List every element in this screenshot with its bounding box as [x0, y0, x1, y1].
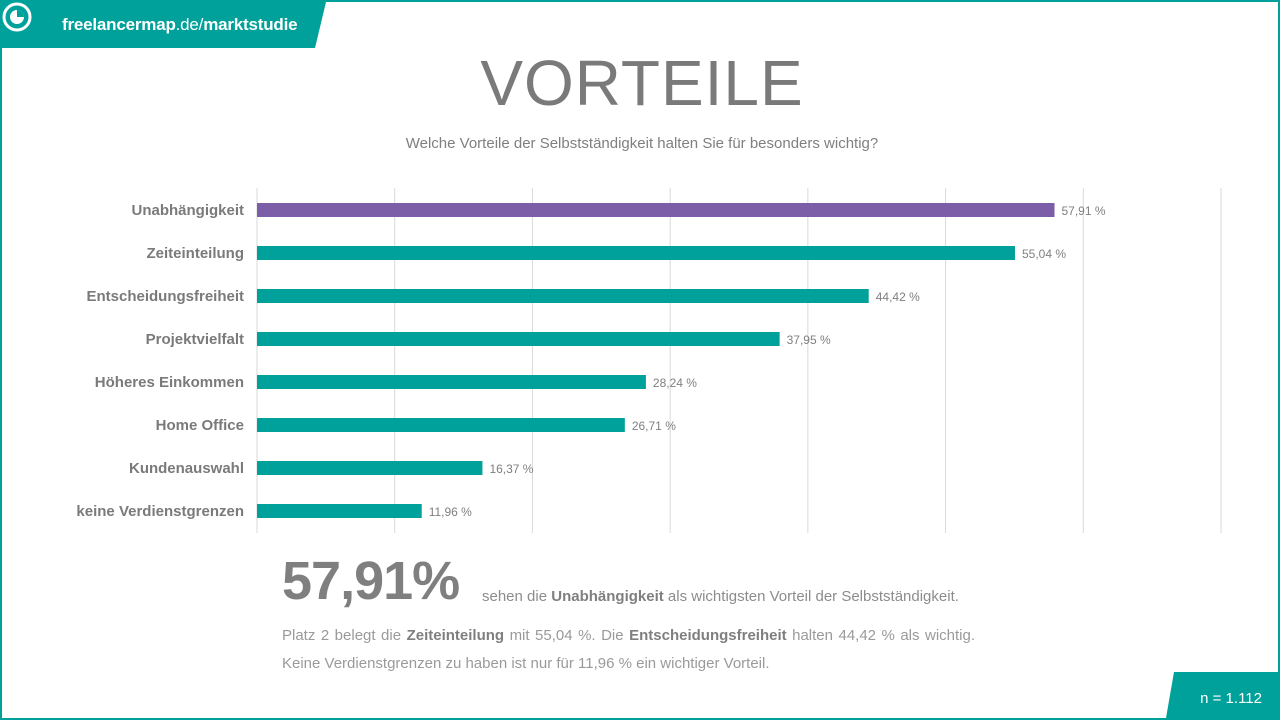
summary-p-bold-1: Zeiteinteilung — [406, 627, 505, 644]
category-label-6: Kundenauswahl — [129, 460, 244, 477]
summary-p-bold-2: Entscheidungsfreiheit — [629, 627, 787, 644]
summary-lead-bold: Unabhängigkeit — [551, 588, 664, 605]
bar-7 — [257, 504, 422, 518]
brand-header-tab: freelancermap.de/marktstudie — [2, 2, 326, 48]
bar-2 — [257, 289, 869, 303]
bar-5 — [257, 418, 625, 432]
category-label-4: Höheres Einkommen — [95, 374, 244, 391]
category-label-0: Unabhängigkeit — [131, 202, 244, 219]
brand-section: marktstudie — [203, 15, 298, 34]
summary-lead-pre: sehen die — [482, 588, 548, 605]
summary-p3: halten 44,42 % als wichtig. Keine Verdie… — [282, 627, 976, 672]
freelancermap-logo-icon — [2, 2, 32, 32]
sample-size-label: n = 1.112 — [1200, 690, 1262, 707]
value-label-6: 16,37 % — [489, 462, 533, 476]
bar-3 — [257, 332, 780, 346]
category-label-3: Projektvielfalt — [146, 331, 244, 348]
summary-big-value: 57,91% — [282, 551, 460, 611]
category-label-7: keine Verdienstgrenzen — [76, 503, 244, 520]
page-title: VORTEILE — [480, 47, 804, 119]
summary-lead-text: sehen die Unabhängigkeit als wichtigsten… — [482, 588, 959, 605]
sample-size-tab-shape — [1166, 672, 1278, 718]
value-label-5: 26,71 % — [632, 419, 676, 433]
sample-size-tab: n = 1.112 — [1166, 672, 1278, 718]
brand-name: freelancermap — [62, 15, 176, 34]
brand-tab-shape — [2, 2, 326, 48]
summary-p2: mit 55,04 %. Die — [509, 627, 624, 644]
summary-p1: Platz 2 belegt die — [282, 627, 402, 644]
bar-4 — [257, 375, 646, 389]
value-label-1: 55,04 % — [1022, 247, 1066, 261]
category-label-2: Entscheidungsfreiheit — [86, 288, 244, 305]
bar-0 — [257, 203, 1055, 217]
category-label-1: Zeiteinteilung — [147, 245, 245, 262]
brand-domain: .de/ — [175, 15, 204, 34]
summary-lead-post: als wichtigsten Vorteil der Selbstständi… — [667, 588, 959, 605]
brand-logo-text[interactable]: freelancermap.de/marktstudie — [62, 15, 298, 35]
bar-6 — [257, 461, 483, 475]
value-label-3: 37,95 % — [787, 333, 831, 347]
page-subtitle: Welche Vorteile der Selbstständigkeit ha… — [405, 135, 879, 152]
value-label-2: 44,42 % — [876, 290, 920, 304]
summary-highlight: 57,91% sehen die Unabhängigkeit als wich… — [282, 550, 992, 612]
summary-paragraph: Platz 2 belegt die Zeiteinteilung mit 55… — [282, 622, 975, 678]
value-label-7: 11,96 % — [429, 505, 472, 519]
value-label-0: 57,91 % — [1062, 204, 1106, 218]
value-label-4: 28,24 % — [653, 376, 697, 390]
bar-1 — [257, 246, 1015, 260]
category-label-5: Home Office — [156, 417, 244, 434]
